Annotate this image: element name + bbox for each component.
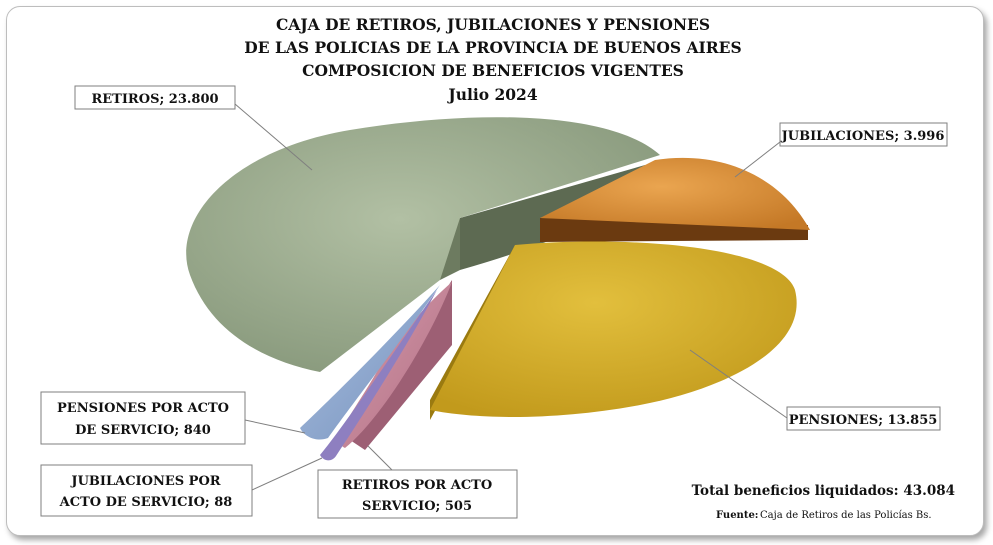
label-pensiones: PENSIONES; 13.855 xyxy=(786,406,941,431)
label-pensiones-acto-line-1: PENSIONES POR ACTO xyxy=(57,401,229,416)
total-label: Total beneficios liquidados: 43.084 xyxy=(692,483,955,499)
leader-jubilaciones xyxy=(734,141,781,178)
slice-jubilaciones-acto-servicio xyxy=(320,290,437,461)
label-retiros-acto-servicio: RETIROS POR ACTO SERVICIO; 505 xyxy=(317,469,518,519)
label-jubilaciones-acto-line-2: ACTO DE SERVICIO; 88 xyxy=(59,495,233,510)
leader-retiros xyxy=(234,103,313,171)
slice-jubilaciones xyxy=(540,157,810,242)
title-line-1: CAJA DE RETIROS, JUBILACIONES Y PENSIONE… xyxy=(276,15,710,34)
chart-title: CAJA DE RETIROS, JUBILACIONES Y PENSIONE… xyxy=(244,15,741,104)
label-jubilaciones-acto-servicio: JUBILACIONES POR ACTO DE SERVICIO; 88 xyxy=(40,464,253,517)
slice-pensiones-acto-servicio xyxy=(300,285,440,440)
source-prefix: Fuente: xyxy=(716,510,759,521)
title-line-3: COMPOSICION DE BENEFICIOS VIGENTES xyxy=(302,61,684,80)
label-pensiones-acto-servicio: PENSIONES POR ACTO DE SERVICIO; 840 xyxy=(40,391,246,445)
data-labels: RETIROS; 23.800 JUBILACIONES; 3.996 PENS… xyxy=(40,85,948,519)
source-text: Caja de Retiros de las Policías Bs. xyxy=(760,510,932,521)
label-pensiones-text: PENSIONES; 13.855 xyxy=(789,413,938,428)
slice-pensiones xyxy=(430,241,797,420)
title-line-4: Julio 2024 xyxy=(446,85,537,104)
label-retiros-acto-line-2: SERVICIO; 505 xyxy=(362,499,472,514)
label-retiros-acto-line-1: RETIROS POR ACTO xyxy=(342,478,492,493)
leader-jubilaciones-acto xyxy=(251,457,323,491)
label-retiros-text: RETIROS; 23.800 xyxy=(91,92,218,107)
label-pensiones-acto-line-2: DE SERVICIO; 840 xyxy=(75,423,211,438)
label-jubilaciones-text: JUBILACIONES; 3.996 xyxy=(781,129,945,144)
label-retiros: RETIROS; 23.800 xyxy=(74,85,236,110)
label-jubilaciones: JUBILACIONES; 3.996 xyxy=(779,122,948,147)
leader-pensiones xyxy=(689,349,788,419)
title-line-2: DE LAS POLICIAS DE LA PROVINCIA DE BUENO… xyxy=(244,38,741,57)
leader-retiros-acto xyxy=(367,445,396,474)
leader-lines xyxy=(234,103,788,491)
source-note: Fuente: Caja de Retiros de las Policías … xyxy=(716,510,932,521)
leader-pensiones-acto xyxy=(244,419,306,434)
label-jubilaciones-acto-line-1: JUBILACIONES POR xyxy=(70,474,220,489)
pie-slices xyxy=(186,117,810,461)
